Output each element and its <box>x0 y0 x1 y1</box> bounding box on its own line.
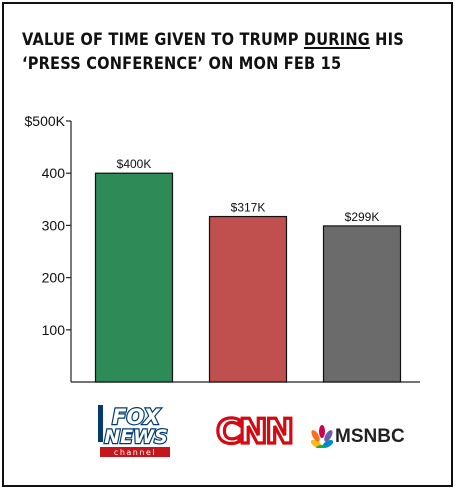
chart-title-part: Value of time given to Trump <box>22 30 304 50</box>
chart-data-labels: $400K $317K $299K <box>117 157 380 224</box>
chart-title-emphasis: during <box>303 30 370 50</box>
bar-value-label: $317K <box>231 201 266 215</box>
peacock-icon <box>310 425 334 448</box>
cnn-logo: CNN <box>214 410 295 452</box>
bar-cnn <box>208 215 288 383</box>
fox-logo-line-1: FOX <box>112 405 161 429</box>
chart-title: Value of time given to Trump during his … <box>22 28 404 76</box>
chart-title-line-2: ‘Press Conference’ on Mon Feb 15 <box>22 54 342 74</box>
fox-logo-bar <box>98 405 103 442</box>
msnbc-logo: MSNBC <box>310 425 405 448</box>
bar-value-label: $400K <box>117 157 152 171</box>
y-tick-label: $500K <box>25 113 66 129</box>
fox-logo-line-2: NEWS <box>104 426 168 448</box>
chart-bars <box>94 172 402 383</box>
fox-news-logo: FOX NEWS channel <box>98 404 170 457</box>
bar-fox-news <box>94 172 174 383</box>
y-tick-label: 400 <box>42 165 66 181</box>
y-tick-label: 300 <box>42 217 66 233</box>
fox-logo-line-3: channel <box>114 448 156 457</box>
bar-value-label: $299K <box>345 210 380 224</box>
chart-title-part: his <box>369 30 404 50</box>
cnn-logo-text: CNN <box>216 412 292 452</box>
y-tick-label: 200 <box>42 270 66 286</box>
chart-title-line-1: Value of time given to Trump during his <box>22 28 404 52</box>
bar-msnbc <box>322 225 402 383</box>
y-tick-label: 100 <box>42 322 66 338</box>
msnbc-logo-text: MSNBC <box>335 426 405 447</box>
fox-logo-channel-band <box>100 447 170 457</box>
